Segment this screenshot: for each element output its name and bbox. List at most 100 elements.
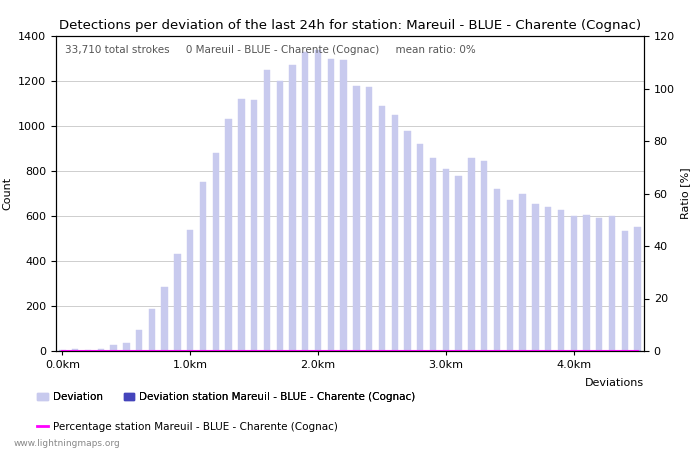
Percentage station Mareuil - BLUE - Charente (Cognac) [416,348,424,354]
Bar [570,216,577,351]
Percentage station Mareuil - BLUE - Charente (Cognac) [237,348,246,354]
Percentage station Mareuil - BLUE - Charente (Cognac) [250,348,258,354]
Bar [596,218,603,351]
Legend: Percentage station Mareuil - BLUE - Charente (Cognac): Percentage station Mareuil - BLUE - Char… [33,418,342,436]
Percentage station Mareuil - BLUE - Charente (Cognac) [621,348,629,354]
Percentage station Mareuil - BLUE - Charente (Cognac) [173,348,181,354]
Percentage station Mareuil - BLUE - Charente (Cognac) [570,348,578,354]
Bar [136,329,142,351]
Bar [148,310,155,351]
Percentage station Mareuil - BLUE - Charente (Cognac) [262,348,271,354]
Bar [545,207,552,351]
Percentage station Mareuil - BLUE - Charente (Cognac) [276,348,284,354]
Title: Detections per deviation of the last 24h for station: Mareuil - BLUE - Charente : Detections per deviation of the last 24h… [59,19,641,32]
Percentage station Mareuil - BLUE - Charente (Cognac) [634,348,642,354]
Percentage station Mareuil - BLUE - Charente (Cognac) [352,348,361,354]
Percentage station Mareuil - BLUE - Charente (Cognac) [544,348,552,354]
Percentage station Mareuil - BLUE - Charente (Cognac) [429,348,438,354]
Bar [609,216,615,351]
Bar [60,350,66,351]
Bar [583,215,589,351]
Percentage station Mareuil - BLUE - Charente (Cognac) [519,348,527,354]
Text: 33,710 total strokes     0 Mareuil - BLUE - Charente (Cognac)     mean ratio: 0%: 33,710 total strokes 0 Mareuil - BLUE - … [65,45,475,55]
Percentage station Mareuil - BLUE - Charente (Cognac) [608,348,616,354]
Percentage station Mareuil - BLUE - Charente (Cognac) [403,348,412,354]
Bar [97,349,104,351]
Bar [622,231,628,351]
Percentage station Mareuil - BLUE - Charente (Cognac) [84,348,92,354]
Percentage station Mareuil - BLUE - Charente (Cognac) [531,348,540,354]
Percentage station Mareuil - BLUE - Charente (Cognac) [595,348,603,354]
Bar [328,58,334,351]
Y-axis label: Count: Count [3,177,13,210]
Text: www.lightningmaps.org: www.lightningmaps.org [14,439,120,448]
Bar [289,65,295,351]
Percentage station Mareuil - BLUE - Charente (Cognac) [199,348,207,354]
Percentage station Mareuil - BLUE - Charente (Cognac) [442,348,450,354]
Bar [634,227,640,351]
Bar [72,349,78,351]
Bar [366,87,372,351]
Y-axis label: Ratio [%]: Ratio [%] [680,168,690,219]
Bar [111,346,117,351]
Percentage station Mareuil - BLUE - Charente (Cognac) [454,348,463,354]
Percentage station Mareuil - BLUE - Charente (Cognac) [378,348,386,354]
Bar [302,52,309,351]
Bar [199,182,206,351]
Bar [456,176,462,351]
Percentage station Mareuil - BLUE - Charente (Cognac) [505,348,514,354]
Bar [405,130,411,351]
Percentage station Mareuil - BLUE - Charente (Cognac) [467,348,475,354]
Percentage station Mareuil - BLUE - Charente (Cognac) [582,348,591,354]
Percentage station Mareuil - BLUE - Charente (Cognac) [58,348,66,354]
Bar [481,161,487,351]
Bar [519,194,526,351]
Percentage station Mareuil - BLUE - Charente (Cognac) [148,348,156,354]
Percentage station Mareuil - BLUE - Charente (Cognac) [97,348,105,354]
Bar [276,81,283,351]
Bar [558,211,564,351]
Percentage station Mareuil - BLUE - Charente (Cognac) [327,348,335,354]
Percentage station Mareuil - BLUE - Charente (Cognac) [288,348,297,354]
Bar [251,100,258,351]
Percentage station Mareuil - BLUE - Charente (Cognac) [340,348,348,354]
Percentage station Mareuil - BLUE - Charente (Cognac) [314,348,322,354]
Percentage station Mareuil - BLUE - Charente (Cognac) [71,348,79,354]
Percentage station Mareuil - BLUE - Charente (Cognac) [186,348,195,354]
Bar [391,115,398,351]
Percentage station Mareuil - BLUE - Charente (Cognac) [225,348,233,354]
Bar [340,60,346,351]
Bar [468,158,475,351]
Bar [442,169,449,351]
Bar [238,99,244,351]
Bar [532,203,538,351]
Percentage station Mareuil - BLUE - Charente (Cognac) [160,348,169,354]
Bar [354,86,360,351]
Bar [264,70,270,351]
Bar [430,158,436,351]
Bar [213,153,219,351]
Bar [174,254,181,351]
Legend: Deviation, Deviation station Mareuil - BLUE - Charente (Cognac): Deviation, Deviation station Mareuil - B… [33,388,420,406]
Percentage station Mareuil - BLUE - Charente (Cognac) [211,348,220,354]
Bar [187,230,193,351]
Bar [162,287,168,351]
Percentage station Mareuil - BLUE - Charente (Cognac) [556,348,565,354]
Percentage station Mareuil - BLUE - Charente (Cognac) [391,348,399,354]
Percentage station Mareuil - BLUE - Charente (Cognac) [122,348,130,354]
Bar [507,200,513,351]
Bar [417,144,424,351]
Percentage station Mareuil - BLUE - Charente (Cognac) [480,348,489,354]
Bar [225,119,232,351]
Bar [379,106,385,351]
Percentage station Mareuil - BLUE - Charente (Cognac) [301,348,309,354]
Percentage station Mareuil - BLUE - Charente (Cognac) [493,348,501,354]
Percentage station Mareuil - BLUE - Charente (Cognac) [109,348,118,354]
Bar [494,189,500,351]
Percentage station Mareuil - BLUE - Charente (Cognac) [365,348,373,354]
Percentage station Mareuil - BLUE - Charente (Cognac) [135,348,143,354]
Bar [315,50,321,351]
Bar [85,350,91,351]
Text: Deviations: Deviations [585,378,644,388]
Bar [123,343,130,351]
